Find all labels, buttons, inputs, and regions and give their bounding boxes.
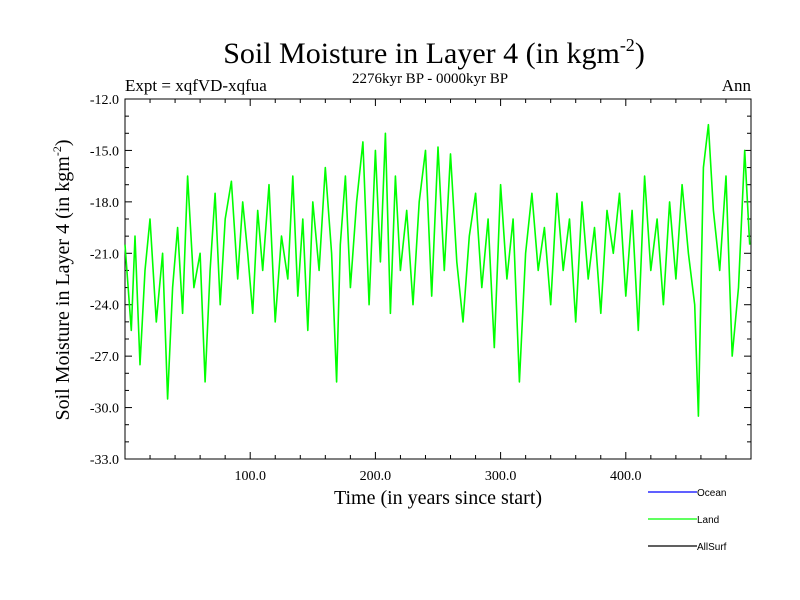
svg-text:Soil Moisture in Layer 4 (in k: Soil Moisture in Layer 4 (in kgm-2) (50, 139, 74, 420)
y-tick-label: -30.0 (90, 402, 119, 417)
legend-item-ocean: Ocean (648, 488, 726, 499)
y-tick-label: -15.0 (90, 144, 119, 159)
x-tick-label: 400.0 (610, 469, 642, 484)
legend-item-allsurf: AllSurf (648, 542, 727, 553)
legend-label: Land (697, 515, 719, 526)
legend-item-land: Land (648, 515, 719, 526)
legend: Ocean Land AllSurf (648, 488, 727, 553)
y-axis-title: Soil Moisture in Layer 4 (in kgm-2) (50, 139, 74, 420)
subtitle-center: 2276kyr BP - 0000kyr BP (352, 71, 508, 87)
svg-text:Soil Moisture in Layer 4 (in k: Soil Moisture in Layer 4 (in kgm-2) (223, 35, 645, 70)
x-tick-label: 300.0 (485, 469, 517, 484)
y-tick-label: -33.0 (90, 453, 119, 468)
y-tick-label: -24.0 (90, 299, 119, 314)
plot-area (124, 123, 751, 417)
y-axis-title-end: ) (52, 139, 74, 146)
title-end: ) (635, 37, 645, 70)
legend-label: AllSurf (697, 542, 727, 553)
series-line-land (124, 123, 751, 417)
y-tick-label: -12.0 (90, 93, 119, 108)
title: Soil Moisture in Layer 4 (in kgm-2) (223, 35, 645, 70)
title-superscript: -2 (620, 35, 635, 55)
subtitle-right: Ann (722, 76, 752, 95)
subtitle-left: Expt = xqfVD-xqfua (125, 76, 267, 95)
x-axis-title: Time (in years since start) (334, 487, 542, 509)
x-tick-label: 100.0 (234, 469, 266, 484)
legend-label: Ocean (697, 488, 726, 499)
y-tick-label: -18.0 (90, 196, 119, 211)
x-tick-label: 200.0 (360, 469, 392, 484)
y-tick-label: -27.0 (90, 350, 119, 365)
y-tick-label: -21.0 (90, 247, 119, 262)
plot-frame (124, 98, 752, 460)
y-axis-title-superscript: -2 (50, 146, 64, 156)
axes: -12.0 -15.0 -18.0 -21.0 -24.0 -27.0 -30.0 -33.0… (90, 93, 752, 484)
title-main: Soil Moisture in Layer 4 (in kgm (223, 37, 620, 70)
y-axis-title-main: Soil Moisture in Layer 4 (in kgm (52, 156, 74, 421)
